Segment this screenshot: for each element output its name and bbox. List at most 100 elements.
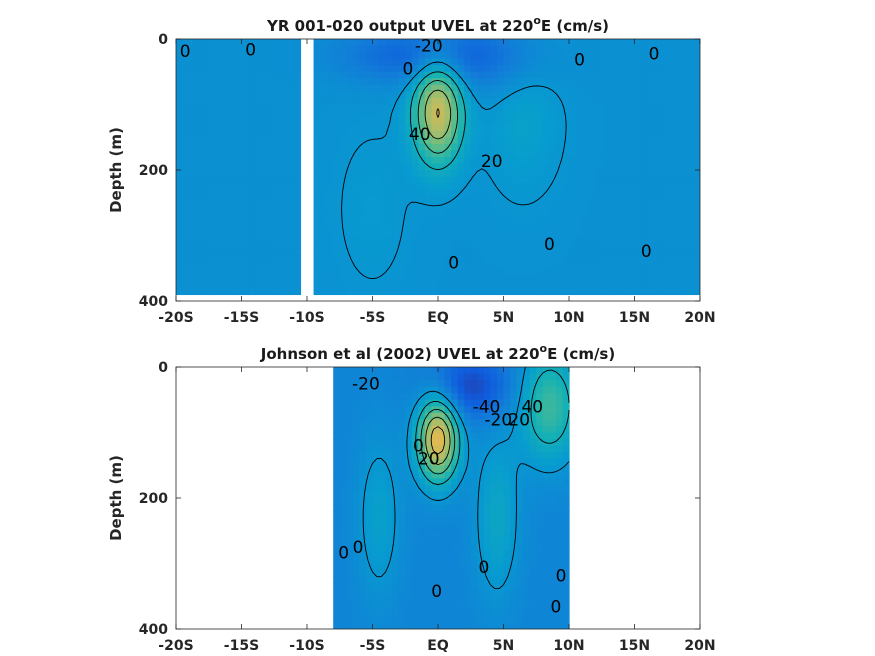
- heatmap-cell: [352, 556, 360, 565]
- heatmap-cell: [608, 124, 616, 132]
- heatmap-cell: [654, 156, 662, 165]
- heatmap-cell: [555, 91, 564, 99]
- heatmap-cell: [365, 576, 374, 584]
- heatmap-cell: [372, 589, 380, 597]
- heatmap-cell: [287, 170, 295, 178]
- heatmap-cell: [398, 432, 406, 440]
- heatmap-cell: [418, 406, 426, 414]
- heatmap-cell: [392, 458, 400, 466]
- heatmap-cell: [365, 556, 374, 565]
- heatmap-cell: [477, 97, 485, 106]
- heatmap-cell: [438, 242, 446, 250]
- heatmap-cell: [261, 255, 269, 263]
- heatmap-cell: [418, 530, 426, 538]
- heatmap-cell: [654, 235, 662, 243]
- heatmap-cell: [182, 170, 190, 178]
- heatmap-cell: [431, 419, 439, 427]
- heatmap-cell: [575, 65, 583, 73]
- heatmap-cell: [365, 570, 374, 578]
- heatmap-cell: [444, 156, 452, 165]
- heatmap-cell: [228, 287, 236, 296]
- heatmap-cell: [496, 563, 505, 571]
- heatmap-cell: [536, 124, 544, 132]
- heatmap-cell: [241, 130, 249, 138]
- heatmap-cell: [464, 163, 472, 171]
- contour-label: 0: [448, 253, 459, 273]
- heatmap-cell: [267, 202, 275, 210]
- heatmap-cell: [339, 550, 347, 558]
- heatmap-cell: [365, 563, 374, 571]
- heatmap-cell: [398, 39, 406, 47]
- heatmap-cell: [614, 78, 622, 86]
- heatmap-cell: [470, 583, 478, 591]
- heatmap-cell: [359, 583, 367, 591]
- heatmap-cell: [431, 412, 439, 420]
- heatmap-cell: [228, 52, 236, 60]
- heatmap-cell: [451, 412, 459, 420]
- heatmap-cell: [529, 583, 537, 591]
- heatmap-cell: [418, 484, 426, 493]
- heatmap-cell: [614, 287, 622, 296]
- heatmap-cell: [562, 255, 570, 263]
- heatmap-cell: [385, 39, 393, 47]
- heatmap-cell: [215, 215, 223, 223]
- y-tick-label: 400: [139, 294, 168, 310]
- heatmap-cell: [582, 150, 590, 158]
- heatmap-cell: [424, 170, 433, 178]
- heatmap-cell: [673, 97, 681, 106]
- heatmap-cell: [569, 124, 577, 132]
- heatmap-cell: [614, 222, 622, 230]
- heatmap-cell: [333, 543, 341, 551]
- heatmap-cell: [405, 202, 413, 210]
- heatmap-cell: [667, 111, 675, 119]
- heatmap-cell: [595, 176, 603, 184]
- heatmap-cell: [627, 274, 636, 282]
- heatmap-cell: [516, 84, 524, 92]
- heatmap-cell: [333, 406, 341, 414]
- heatmap-cell: [483, 380, 491, 388]
- x-tick-label: -20S: [158, 638, 193, 654]
- heatmap-cell: [667, 71, 675, 79]
- heatmap-cell: [339, 176, 347, 184]
- heatmap-cell: [411, 615, 419, 624]
- heatmap-cell: [392, 71, 400, 79]
- heatmap-cell: [221, 137, 229, 145]
- heatmap-cell: [208, 39, 216, 47]
- heatmap-cell: [418, 556, 426, 565]
- heatmap-cell: [234, 52, 243, 60]
- heatmap-cell: [503, 622, 511, 629]
- heatmap-cell: [569, 45, 577, 53]
- heatmap-cell: [634, 71, 642, 79]
- heatmap-cell: [496, 537, 505, 545]
- heatmap-cell: [490, 261, 498, 269]
- heatmap-cell: [248, 248, 256, 256]
- heatmap-cell: [464, 498, 472, 506]
- heatmap-cell: [483, 176, 491, 184]
- heatmap-cell: [523, 589, 531, 597]
- heatmap-cell: [333, 78, 341, 86]
- heatmap-cell: [267, 170, 275, 178]
- heatmap-cell: [438, 209, 446, 217]
- heatmap-cell: [431, 471, 439, 479]
- heatmap-cell: [411, 576, 419, 584]
- heatmap-cell: [202, 235, 210, 243]
- heatmap-cell: [418, 196, 426, 204]
- heatmap-cell: [621, 222, 629, 230]
- heatmap-cell: [411, 183, 419, 191]
- heatmap-cell: [562, 622, 570, 629]
- heatmap-cell: [333, 386, 341, 394]
- heatmap-cell: [523, 550, 531, 558]
- heatmap-cell: [405, 117, 413, 125]
- heatmap-cell: [339, 281, 347, 289]
- heatmap-cell: [424, 615, 433, 624]
- heatmap-cell: [339, 484, 347, 493]
- heatmap-cell: [392, 511, 400, 519]
- heatmap-cell: [680, 209, 688, 217]
- heatmap-cell: [261, 45, 269, 53]
- heatmap-cell: [516, 550, 524, 558]
- heatmap-cell: [451, 537, 459, 545]
- heatmap-cell: [464, 71, 472, 79]
- heatmap-cell: [562, 228, 570, 237]
- heatmap-cell: [411, 484, 419, 493]
- heatmap-cell: [431, 537, 439, 545]
